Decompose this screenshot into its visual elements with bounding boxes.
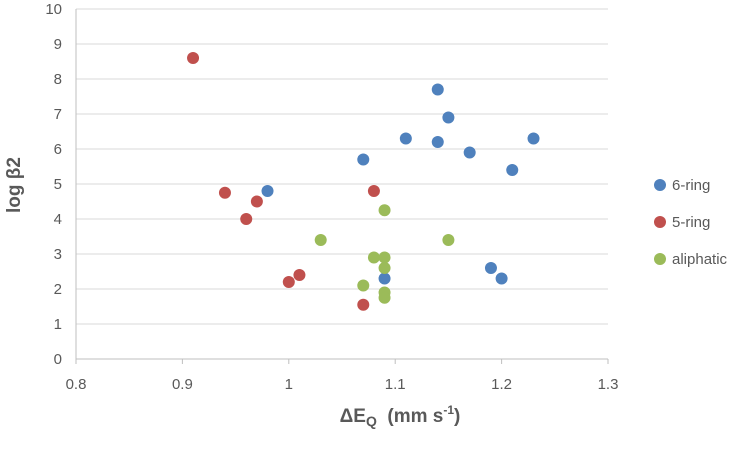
data-point-6-ring <box>399 132 412 145</box>
data-point-6-ring <box>527 132 540 145</box>
x-axis-title: ΔEQ (mm s-1) <box>340 403 461 429</box>
data-point-6-ring <box>506 164 519 176</box>
data-point-6-ring <box>431 136 444 148</box>
data-point-6-ring <box>431 83 444 96</box>
y-tick-label: 0 <box>54 351 62 368</box>
data-point-6-ring <box>484 262 497 274</box>
data-point-5-ring <box>250 195 263 208</box>
y-tick-label: 4 <box>54 211 62 228</box>
legend-marker-6-ring <box>654 179 666 191</box>
data-point-aliphatic <box>314 234 327 246</box>
data-points <box>187 52 540 311</box>
data-point-6-ring <box>261 185 274 197</box>
gridlines <box>76 8 608 325</box>
data-point-5-ring <box>187 52 200 64</box>
data-point-aliphatic <box>442 234 455 246</box>
y-tick-label: 7 <box>54 106 62 123</box>
x-tick-label: 0.9 <box>172 376 193 393</box>
data-point-5-ring <box>240 213 253 225</box>
y-tick-label: 10 <box>45 1 62 18</box>
legend-marker-5-ring <box>654 216 666 228</box>
y-tick-label: 6 <box>54 141 62 158</box>
data-point-6-ring <box>378 272 391 285</box>
x-tick-labels: 0.8 0.9 1 1.1 1.2 1.3 <box>66 376 619 393</box>
y-tick-labels: 0 1 2 3 4 5 6 7 8 9 10 <box>45 1 62 368</box>
y-tick-label: 2 <box>54 281 62 298</box>
x-tick-label: 1 <box>285 376 293 393</box>
y-tick-label: 3 <box>54 246 62 263</box>
data-point-5-ring <box>218 186 231 199</box>
data-point-aliphatic <box>357 279 370 292</box>
legend-label-6-ring: 6-ring <box>672 177 710 194</box>
data-point-6-ring <box>463 146 476 159</box>
legend: 6-ring 5-ring aliphatic <box>654 177 728 268</box>
data-point-5-ring <box>282 276 295 288</box>
x-tick-label: 1.3 <box>598 376 619 393</box>
data-point-5-ring <box>357 298 370 311</box>
data-point-aliphatic <box>378 262 391 274</box>
y-axis-title: log β2 <box>4 157 25 213</box>
legend-marker-aliphatic <box>654 253 666 265</box>
data-point-6-ring <box>357 153 370 166</box>
y-tick-label: 9 <box>54 36 62 53</box>
data-point-5-ring <box>367 185 380 197</box>
data-point-aliphatic <box>378 204 391 217</box>
x-tick-label: 0.8 <box>66 376 87 393</box>
axes <box>75 9 609 364</box>
legend-label-5-ring: 5-ring <box>672 214 710 231</box>
data-point-aliphatic <box>367 251 380 264</box>
x-tick-label: 1.1 <box>385 376 406 393</box>
data-point-aliphatic <box>378 251 391 264</box>
data-point-6-ring <box>442 111 455 124</box>
data-point-5-ring <box>293 269 306 281</box>
data-point-aliphatic <box>378 291 391 304</box>
y-tick-label: 1 <box>54 316 62 333</box>
data-point-6-ring <box>495 272 508 285</box>
legend-label-aliphatic: aliphatic <box>672 251 728 268</box>
y-tick-label: 8 <box>54 71 62 88</box>
x-tick-label: 1.2 <box>491 376 512 393</box>
y-tick-label: 5 <box>54 176 62 193</box>
